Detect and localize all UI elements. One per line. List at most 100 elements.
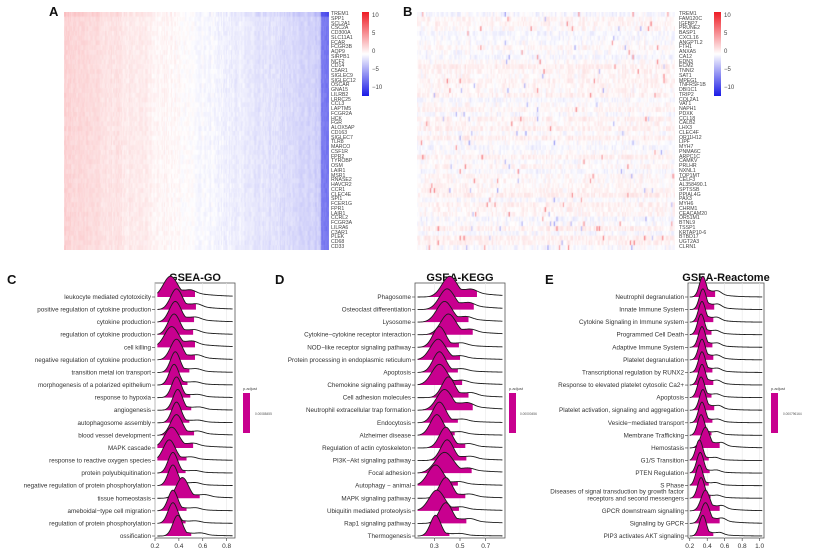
y-category-label: S Phase <box>660 483 684 490</box>
ridge-density-fill <box>689 276 716 297</box>
ridge-density-line <box>689 452 763 474</box>
ridge-density-fill <box>689 490 720 511</box>
ridge-row: Programmed Cell Death <box>616 313 763 339</box>
gene-label: CALB2 <box>679 120 696 127</box>
ridge-density-fill <box>689 502 720 524</box>
legend-value-label: 0.000796164 <box>783 412 802 416</box>
y-category-label: Neutrophil extracellular trap formation <box>306 407 411 414</box>
gene-label: LAIR1 <box>331 210 346 217</box>
y-category-label: Adaptive Immune System <box>612 344 684 351</box>
gene-label: SIGLEC7 <box>331 134 353 141</box>
gene-label: CCRL2 <box>331 215 349 222</box>
ridge-row: Apoptosis <box>656 376 763 402</box>
y-category-label: receptors and second messengers <box>587 495 684 502</box>
gene-label: FCGR2A <box>331 110 353 117</box>
colorbar-tick-label: 10 <box>372 13 379 19</box>
gene-label: EDN3 <box>679 58 693 65</box>
gene-label: CLRN1 <box>679 243 697 250</box>
ridge-density-line <box>157 275 233 297</box>
y-category-label: Lysosome <box>383 319 412 326</box>
y-category-label: tissue homeostasis <box>97 495 151 502</box>
colorbar-tick-label: 0 <box>724 49 728 55</box>
gene-label: MYH7 <box>679 144 694 150</box>
x-tick-label: 0.6 <box>720 543 729 550</box>
ridge-row: Cell adhesion molecules <box>343 376 503 402</box>
ridge-density-line <box>417 313 503 336</box>
gene-label: SIGLEC12 <box>331 77 356 84</box>
ridge-row: leukocyte mediated cytotoxicity <box>64 275 233 301</box>
ridge-density-fill <box>157 351 190 373</box>
gene-label: ARPC1C <box>679 153 701 160</box>
ridge-density-line <box>689 401 763 424</box>
y-category-label: Thermogenesis <box>368 533 411 540</box>
ridge-density-fill <box>157 364 188 386</box>
ridge-row: angiogenesis <box>114 389 233 414</box>
ridge-density-line <box>689 288 763 311</box>
gene-label: PNMA6C <box>679 148 701 155</box>
colorbar-tick-label: −5 <box>372 67 379 73</box>
ridge-density-fill <box>157 389 192 411</box>
gene-label: CLEC4F <box>679 129 699 136</box>
ridge-density-fill <box>417 339 460 360</box>
gene-label: TREM1 <box>331 11 349 17</box>
ridge-density-fill <box>157 276 195 297</box>
ridge-density-line <box>157 439 233 461</box>
gene-label: PAX3 <box>679 196 692 203</box>
panel-c-letter: C <box>7 272 17 287</box>
y-category-label: Signaling by GPCR <box>630 520 685 527</box>
y-category-label: response to reactive oxygen species <box>49 458 151 465</box>
gene-label: LILRB2 <box>331 91 349 98</box>
ridge-density-fill <box>689 389 715 411</box>
ridge-density-line <box>689 326 763 348</box>
ridge-density-line <box>689 489 763 512</box>
gene-label: FCGR3A <box>331 220 353 226</box>
ridge-row: Lysosome <box>383 300 503 326</box>
y-category-label: Platelet activation, signaling and aggre… <box>559 407 684 414</box>
ridge-row: regulation of cytokine production <box>60 313 233 339</box>
gene-label: SAT1 <box>679 72 692 79</box>
y-category-label: MAPK signaling pathway <box>341 495 412 502</box>
panel-d-letter: D <box>275 272 285 287</box>
y-category-label: ameboidal−type cell migration <box>68 508 152 515</box>
x-tick-label: 0.6 <box>198 543 207 550</box>
legend-value-label: 0.00000456 <box>520 412 537 416</box>
gene-label: ANGPTL2 <box>679 39 703 46</box>
ridge-row: positive regulation of cytokine producti… <box>37 288 233 314</box>
ridge-row: cell killing <box>124 326 233 351</box>
gene-label: CD33 <box>331 243 345 250</box>
ridge-density-line <box>157 363 233 386</box>
gene-label: FCER1G <box>331 201 353 207</box>
gene-label: NXNL1 <box>679 167 696 174</box>
ridge-row: Endocytosis <box>377 401 503 427</box>
x-tick-label: 0.5 <box>455 543 464 550</box>
gene-label: CELF3 <box>679 177 696 184</box>
ridge-density-line <box>689 464 763 487</box>
gene-label: PDXK <box>679 110 694 117</box>
gene-label: NCF2 <box>331 58 345 65</box>
ridge-density-fill <box>689 301 714 323</box>
gene-label: RNASE2 <box>331 177 352 184</box>
ridge-density-line <box>417 426 503 449</box>
y-category-label: GPCR downstream signalling <box>602 508 685 515</box>
gene-label: MSR1 <box>331 172 346 179</box>
ridge-row: Cytokine−cytokine receptor interaction <box>304 313 503 339</box>
ridge-row: blood vessel development <box>78 414 233 439</box>
ridge-density-fill <box>157 452 186 474</box>
gene-label: TNFRSF1B <box>679 82 706 89</box>
y-category-label: ossification <box>120 533 152 540</box>
ridge-row: Apoptosis <box>383 351 503 376</box>
gene-label: DBI1C1 <box>679 87 698 93</box>
gene-label: LHX3 <box>679 125 692 131</box>
ridge-density-fill <box>689 427 720 448</box>
gene-label: CXCL16 <box>679 34 699 41</box>
gene-label: TOP1MT <box>679 172 700 179</box>
ridge-density-fill <box>157 402 190 423</box>
y-category-label: morphogenesis of a polarized epithelium <box>38 382 151 389</box>
legend-colorbar <box>509 393 516 433</box>
y-category-label: angiogenesis <box>114 407 151 414</box>
gene-label: TLR8 <box>331 139 344 146</box>
y-category-label: Cytokine Signaling in Immune system <box>579 319 684 326</box>
heatmap-b-colorbar <box>714 12 721 96</box>
gene-label: TREM1 <box>679 11 697 17</box>
gene-label: LAIR1 <box>331 167 346 174</box>
